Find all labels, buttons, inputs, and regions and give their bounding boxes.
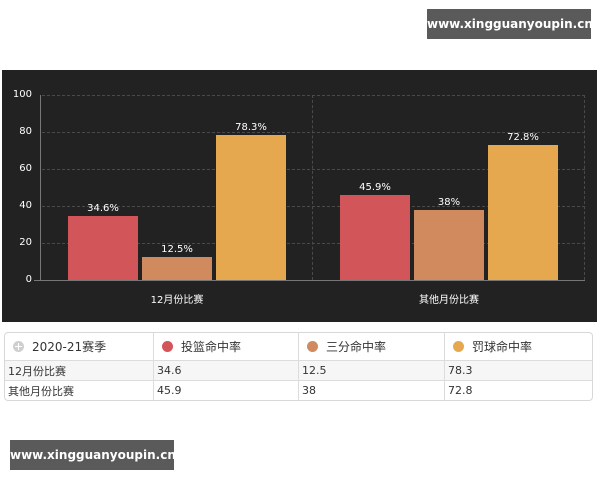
bar-value-label: 78.3% — [235, 122, 267, 133]
bar-value-label: 34.6% — [87, 203, 119, 214]
gridline-vertical — [312, 95, 313, 280]
y-tick-80: 80 — [19, 126, 32, 137]
season-label: 2020-21赛季 — [32, 340, 107, 354]
watermark-top: www.xingguanyoupin.cn — [427, 9, 593, 39]
x-label-december: 12月份比赛 — [150, 295, 204, 306]
row-label: 其他月份比赛 — [5, 381, 154, 400]
y-axis — [40, 95, 41, 281]
y-tick-40: 40 — [19, 200, 32, 211]
legend-dot-icon — [453, 341, 464, 352]
bar[interactable] — [68, 216, 138, 280]
bar-value-label: 38% — [437, 197, 461, 208]
x-axis — [34, 280, 585, 281]
cell-value: 34.6 — [154, 361, 299, 380]
legend-dot-icon — [162, 341, 173, 352]
bar[interactable] — [216, 135, 286, 280]
bar[interactable] — [488, 145, 558, 280]
plot-area: 100 80 60 40 20 0 34.6% 12.5% 78.3% 45.9% 38… — [2, 70, 597, 322]
y-tick-0: 0 — [25, 274, 32, 285]
bar-chart: 100 80 60 40 20 0 34.6% 12.5% 78.3% 45.9% 38… — [2, 70, 597, 322]
watermark-bottom: www.xingguanyoupin.cn — [10, 440, 176, 470]
table-header-3p[interactable]: 三分命中率 — [299, 333, 445, 360]
bar[interactable] — [142, 257, 212, 280]
bar-value-label: 72.8% — [507, 132, 539, 143]
cell-value: 38 — [299, 381, 445, 400]
legend-label: 投篮命中率 — [181, 340, 242, 354]
cell-value: 72.8 — [448, 384, 473, 397]
table-header-fg[interactable]: 投篮命中率 — [154, 333, 299, 360]
plus-circle-icon[interactable] — [13, 341, 24, 352]
gridline — [42, 132, 585, 133]
table-header-row: 2020-21赛季 投篮命中率 三分命中率 罚球命中率 — [5, 333, 592, 361]
bar[interactable] — [414, 210, 484, 280]
legend-dot-icon — [307, 341, 318, 352]
gridline-vertical — [584, 95, 585, 280]
table-row: 12月份比赛 34.6 12.5 78.3 — [5, 361, 592, 381]
gridline — [42, 243, 585, 244]
y-tick-60: 60 — [19, 163, 32, 174]
table-header-ft[interactable]: 罚球命中率 — [445, 333, 592, 360]
y-tick-100: 100 — [12, 89, 32, 100]
row-label: 12月份比赛 — [5, 361, 154, 380]
legend-label: 三分命中率 — [326, 340, 387, 354]
y-tick-20: 20 — [19, 237, 32, 248]
gridline — [42, 206, 585, 207]
gridline — [42, 95, 585, 96]
data-table: 2020-21赛季 投篮命中率 三分命中率 罚球命中率 12月份比赛 34.6 … — [4, 332, 593, 401]
cell-value: 78.3 — [448, 364, 473, 377]
gridline — [42, 169, 585, 170]
table-header-season[interactable]: 2020-21赛季 — [5, 333, 154, 360]
cell-value: 12.5 — [299, 361, 445, 380]
legend-label: 罚球命中率 — [472, 340, 533, 354]
cell-value: 45.9 — [154, 381, 299, 400]
x-label-other-months: 其他月份比赛 — [419, 295, 479, 306]
bar[interactable] — [340, 195, 410, 280]
bar-value-label: 45.9% — [359, 182, 391, 193]
bar-value-label: 12.5% — [161, 244, 193, 255]
table-row: 其他月份比赛 45.9 38 72.8 — [5, 381, 592, 400]
